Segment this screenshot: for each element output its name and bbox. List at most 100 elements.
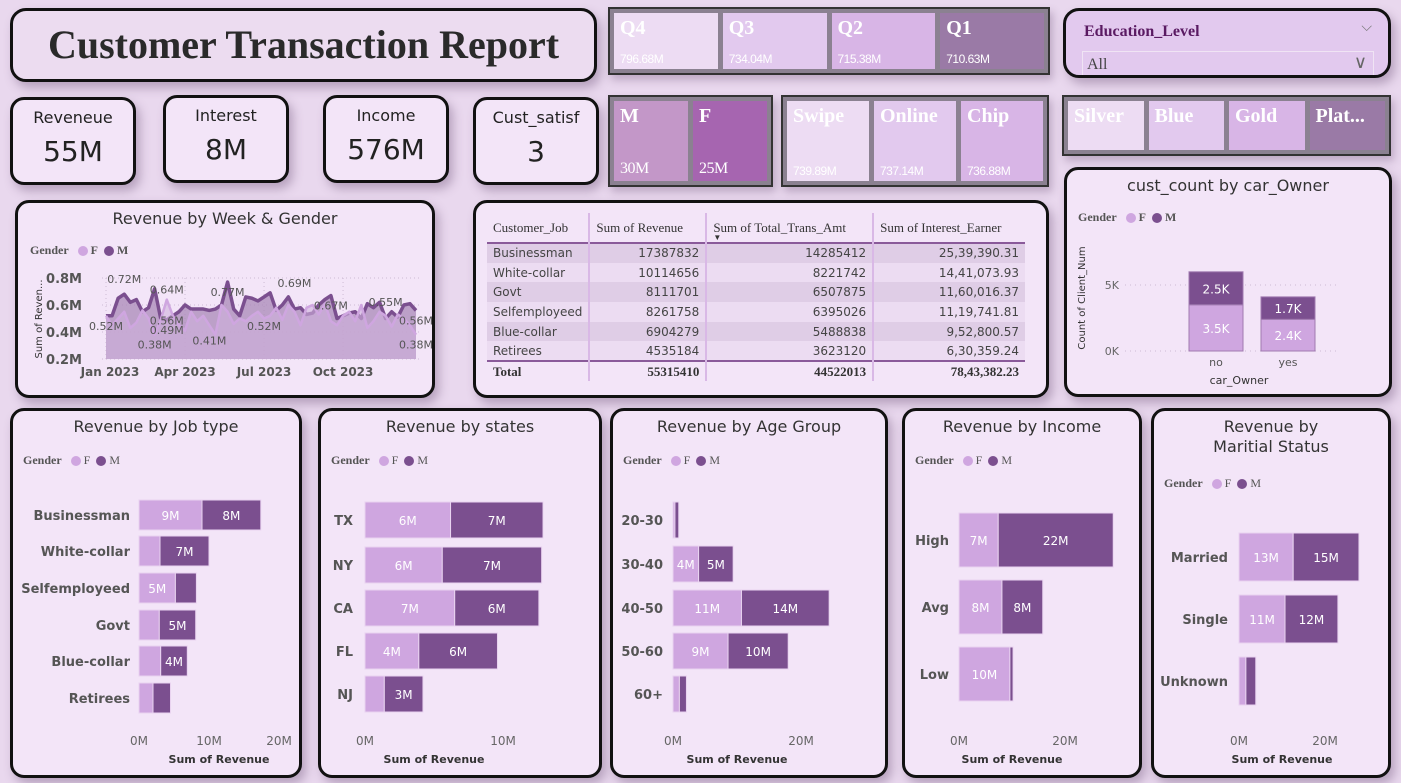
bar-60-m bbox=[678, 675, 687, 713]
tile-value: 715.38M bbox=[837, 52, 882, 66]
y-tick-label: 0K bbox=[1105, 345, 1120, 358]
data-label: 9M bbox=[692, 645, 710, 659]
revenue-by-income-chart: Revenue by Income Gender F M High 7M 22M Avg 8M 8… bbox=[902, 408, 1142, 778]
chevron-down-icon[interactable]: ⌵ bbox=[1361, 19, 1372, 35]
kpi-value: 576M bbox=[347, 133, 425, 166]
bar-high-f bbox=[958, 512, 999, 568]
legend-f: F bbox=[391, 453, 399, 467]
data-label: 6M bbox=[449, 645, 467, 659]
tile-label: Q3 bbox=[728, 17, 755, 39]
data-label: 8M bbox=[1013, 601, 1031, 615]
category-label: Blue-collar bbox=[51, 655, 130, 670]
slicer-tile-swipe[interactable]: Swipe 739.89M bbox=[787, 101, 869, 181]
data-label: 0.72M bbox=[107, 273, 141, 286]
bar-unknown-m bbox=[1245, 656, 1257, 706]
category-label: CA bbox=[333, 602, 353, 617]
data-label: 15M bbox=[1313, 551, 1339, 565]
table-cell: 6507875 bbox=[705, 282, 874, 303]
data-label: 14M bbox=[773, 602, 799, 616]
column-header-label: Sum of Interest_Earner bbox=[880, 219, 1002, 235]
bar-chart-svg: High 7M 22M Avg 8M 8M Low 10M 0M 20M Sum of Revenu… bbox=[915, 512, 1114, 766]
slicer-tile-f[interactable]: F 25M bbox=[693, 101, 767, 181]
bar-white-collar-f bbox=[138, 535, 161, 567]
bar-fl-m bbox=[418, 632, 498, 670]
table-total-row: Total 55315410 44522013 78,43,382.23 bbox=[487, 361, 1025, 382]
legend: Gender F M bbox=[30, 243, 128, 258]
customer-job-table: Customer_Job Sum of Revenue Sum of Total_T… bbox=[473, 200, 1049, 398]
slicer-tile-online[interactable]: Online 737.14M bbox=[874, 101, 956, 181]
bar-govt-f bbox=[138, 609, 160, 641]
tile-value: 739.89M bbox=[793, 164, 837, 178]
data-label: 3M bbox=[395, 688, 413, 702]
slicer-tile-m[interactable]: M 30M bbox=[614, 101, 688, 181]
kpi-value: 3 bbox=[527, 135, 545, 168]
data-label: 13M bbox=[1253, 551, 1279, 565]
data-label: 0.52M bbox=[247, 320, 281, 333]
legend-title: Gender bbox=[23, 453, 62, 467]
column-header[interactable]: Sum of Revenue bbox=[588, 213, 707, 243]
bar-tx-f bbox=[364, 501, 452, 539]
kpi-value: 55M bbox=[43, 135, 103, 168]
legend-title: Gender bbox=[30, 243, 69, 257]
x-tick-label: Apr 2023 bbox=[154, 365, 215, 379]
tile-label: Q4 bbox=[620, 17, 646, 39]
x-tick-label: 0M bbox=[664, 734, 682, 748]
data-label: 2.4K bbox=[1275, 329, 1303, 343]
bar-selfemployeed-m bbox=[174, 572, 197, 604]
category-label: High bbox=[915, 534, 949, 549]
revenue-by-job-chart: Revenue by Job type Gender F M Businessman 9M… bbox=[10, 408, 302, 778]
slicer-tile-q4[interactable]: Q4 796.68M bbox=[614, 13, 718, 69]
x-tick-label: 0M bbox=[130, 734, 148, 748]
bar-50-60-f bbox=[672, 632, 729, 670]
bar-chart-svg: TX 6M 7M NY 6M 7M CA 7M 6M FL 4M 6M NJ 3M 0M 10M Sum of … bbox=[333, 501, 544, 766]
sort-descending-icon[interactable]: ▼ bbox=[713, 233, 722, 242]
column-header[interactable]: Sum of Total_Trans_Amt ▼ bbox=[705, 213, 874, 243]
x-axis-title: car_Owner bbox=[1210, 374, 1269, 387]
tile-label: Chip bbox=[967, 105, 1010, 127]
total-cell: 78,43,382.23 bbox=[872, 361, 1025, 382]
education-dropdown[interactable]: All ∨ bbox=[1082, 51, 1374, 75]
data-label: 7M bbox=[483, 559, 501, 573]
table-row: Retirees 4535184 3623120 6,30,359.24 bbox=[487, 341, 1025, 362]
slicer-tile-silver[interactable]: Silver bbox=[1068, 101, 1144, 150]
slicer-tile-q3[interactable]: Q3 734.04M bbox=[722, 13, 827, 69]
kpi-value: 8M bbox=[205, 133, 247, 166]
table-cell: Blue-collar bbox=[493, 324, 557, 339]
category-label: Businessman bbox=[34, 509, 130, 524]
x-axis-title: Sum of Revenue bbox=[1232, 753, 1333, 766]
legend-dot-f bbox=[1125, 212, 1136, 223]
bar-20-30-m bbox=[674, 501, 680, 539]
data-label: 1.7K bbox=[1275, 302, 1303, 316]
category-label: FL bbox=[336, 645, 353, 660]
x-tick-label: 20M bbox=[788, 734, 814, 748]
total-cell: 44522013 bbox=[705, 361, 874, 382]
bar-ny-m bbox=[441, 546, 543, 584]
slicer-tile-gold[interactable]: Gold bbox=[1229, 101, 1305, 150]
column-header-label: Customer_Job bbox=[493, 219, 569, 235]
data-label: 10M bbox=[972, 668, 998, 682]
slicer-tile-q1[interactable]: Q1 710.63M bbox=[940, 13, 1044, 69]
x-tick-label: Jul 2023 bbox=[236, 365, 292, 379]
table-cell: Retirees bbox=[493, 343, 542, 358]
x-axis-title: Sum of Revenue bbox=[962, 753, 1063, 766]
column-header[interactable]: Customer_Job bbox=[487, 213, 589, 243]
series-line-f bbox=[104, 298, 418, 336]
x-tick-label: 10M bbox=[196, 734, 222, 748]
data-label: 0.77M bbox=[211, 286, 245, 299]
bar-40-50-f bbox=[672, 589, 742, 627]
table-cell: 3623120 bbox=[705, 341, 874, 362]
slicer-tile-blue[interactable]: Blue bbox=[1148, 101, 1224, 150]
bar-nj-f bbox=[364, 675, 385, 713]
slicer-tile-chip[interactable]: Chip 736.88M bbox=[961, 101, 1043, 181]
slicer-tile-plat[interactable]: Plat... bbox=[1309, 101, 1385, 150]
education-level-slicer[interactable]: Education_Level ⌵ All ∨ bbox=[1063, 8, 1391, 78]
legend: Gender F M bbox=[623, 453, 720, 468]
revenue-by-age-chart: Revenue by Age Group Gender F M 20-30 30-40 4M… bbox=[610, 408, 888, 778]
slicer-tile-q2[interactable]: Q2 715.38M bbox=[831, 13, 936, 69]
y-tick-label: 0.8M bbox=[46, 272, 82, 287]
table-cell: 5488838 bbox=[705, 321, 874, 342]
column-header[interactable]: Sum of Interest_Earner bbox=[872, 213, 1025, 243]
column-chart-svg: 0K 5K Count of Client_Num 3.5K 2.5K no 2.4K 1.7… bbox=[1077, 246, 1337, 387]
legend-f: F bbox=[975, 453, 983, 467]
table-row: Blue-collar 6904279 5488838 9,52,800.57 bbox=[487, 321, 1025, 342]
